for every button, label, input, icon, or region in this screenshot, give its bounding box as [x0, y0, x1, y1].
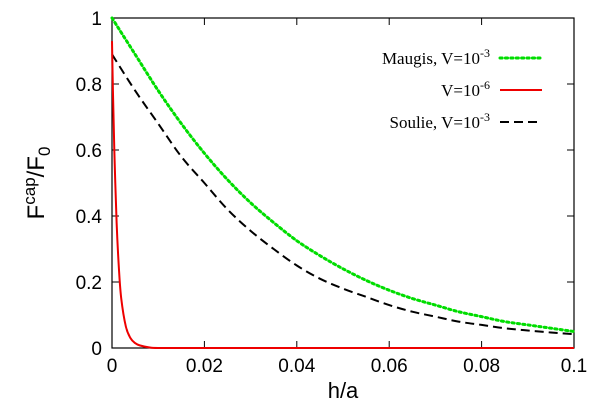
plot-frame [111, 17, 575, 349]
y-tick-label: 1 [91, 9, 102, 30]
x-tick-label: 0.06 [371, 356, 408, 377]
axes [111, 17, 575, 349]
ticks: 0 0.02 0.04 0.06 0.08 0.1 0 0.2 0.4 0.6 0.8 1 [76, 9, 588, 377]
x-tick-label: 0 [107, 356, 118, 377]
series-line-2 [111, 53, 575, 336]
x-tick-label: 0.1 [561, 356, 587, 377]
x-tick-label: 0.04 [278, 356, 315, 377]
legend-label-2: Soulie, V=10-3 [389, 110, 490, 132]
y-tick-label: 0.4 [76, 207, 103, 228]
legend-label-0: Maugis, V=10-3 [382, 46, 490, 68]
y-tick-label: 0.2 [76, 273, 102, 294]
series-line-0 [110, 16, 576, 333]
x-tick-label: 0.08 [463, 356, 500, 377]
series-line-1 [111, 41, 574, 350]
y-axis-label: Fcap/F0 [20, 147, 54, 220]
axis-labels: h/a Fcap/F0 [20, 147, 359, 403]
y-tick-label: 0.8 [76, 75, 102, 96]
legend: Maugis, V=10-3 V=10-6 Soulie, V=10-3 [382, 46, 544, 132]
y-tick-label: 0.6 [76, 141, 102, 162]
x-axis-label: h/a [328, 378, 359, 403]
legend-label-1: V=10-6 [441, 78, 490, 100]
y-tick-label: 0 [91, 339, 102, 360]
series-lines [110, 16, 576, 350]
x-tick-label: 0.02 [186, 356, 223, 377]
